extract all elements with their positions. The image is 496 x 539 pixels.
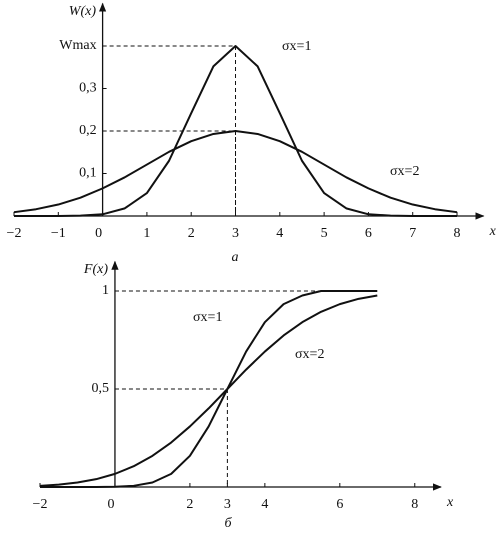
curve xyxy=(14,45,458,217)
caption: а xyxy=(232,250,239,265)
x-tick-label: 4 xyxy=(261,497,268,512)
curve-label: σx=2 xyxy=(295,347,324,362)
x-tick-label: −1 xyxy=(51,226,66,241)
x-tick-label: 1 xyxy=(143,226,150,241)
x-axis-label: x xyxy=(489,224,496,239)
x-tick-label: 2 xyxy=(186,497,193,512)
x-tick-label: 3 xyxy=(224,497,231,512)
x-tick-label: 3 xyxy=(232,226,239,241)
y-tick-label: Wmax xyxy=(59,38,96,53)
y-axis-label: W(x) xyxy=(69,4,97,19)
x-tick-label: 2 xyxy=(188,226,195,241)
y-tick-label: 0,5 xyxy=(91,381,109,396)
y-axis-label: F(x) xyxy=(83,262,108,277)
x-axis-label: x xyxy=(446,495,454,510)
x-tick-label: 0 xyxy=(95,226,102,241)
curve-label: σx=1 xyxy=(193,310,222,325)
x-tick-label: 5 xyxy=(321,226,328,241)
curve xyxy=(39,294,378,487)
caption: б xyxy=(224,516,232,531)
y-tick-label: 1 xyxy=(102,283,109,298)
x-tick-label: 6 xyxy=(336,497,343,512)
curve-label: σx=2 xyxy=(390,164,419,179)
y-tick-label: 0,1 xyxy=(79,166,97,181)
x-tick-label: −2 xyxy=(33,497,48,512)
x-tick-label: 7 xyxy=(409,226,416,241)
curve-label: σx=1 xyxy=(282,39,311,54)
x-tick-label: 4 xyxy=(276,226,283,241)
x-tick-label: 8 xyxy=(411,497,418,512)
curve xyxy=(13,130,458,214)
x-tick-label: 8 xyxy=(454,226,461,241)
x-tick-label: 0 xyxy=(107,497,114,512)
y-tick-label: 0,2 xyxy=(79,123,97,138)
y-tick-label: 0,3 xyxy=(79,81,97,96)
x-tick-label: −2 xyxy=(7,226,22,241)
curve xyxy=(40,290,378,488)
x-tick-label: 6 xyxy=(365,226,372,241)
